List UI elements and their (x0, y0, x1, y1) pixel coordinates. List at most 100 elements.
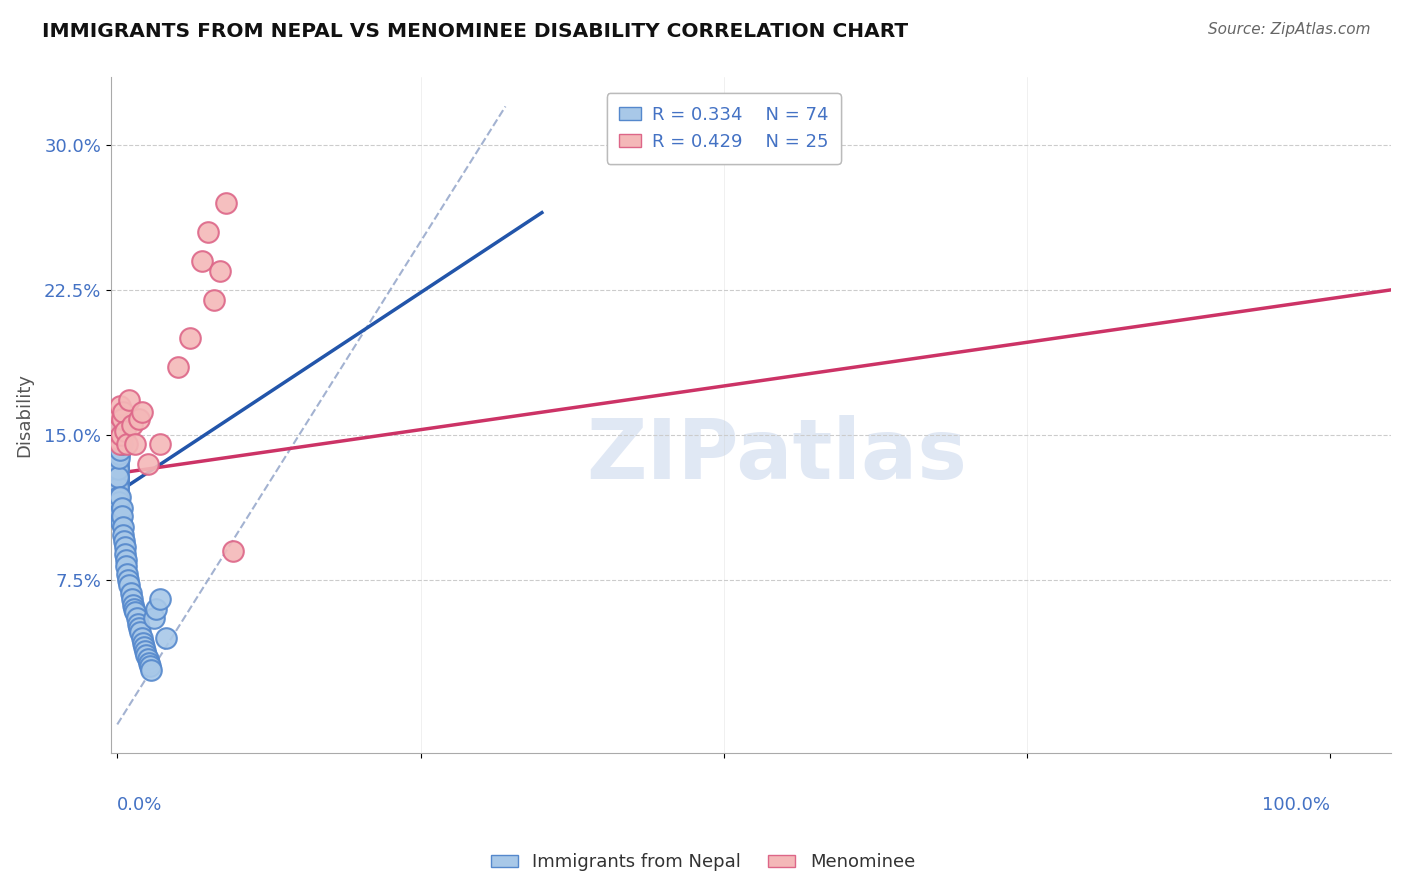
Point (112, 404, 135, 418)
Point (191, 254, 214, 268)
Point (110, 399, 132, 413)
Point (134, 644, 156, 658)
Point (107, 508, 129, 523)
Point (108, 450, 131, 465)
Point (111, 508, 134, 523)
Point (107, 432, 129, 446)
Point (110, 490, 132, 504)
Point (167, 360, 190, 375)
Point (221, 543, 243, 558)
Point (215, 196, 238, 211)
Point (107, 468, 129, 483)
Point (108, 495, 131, 509)
Point (107, 470, 129, 484)
Point (118, 578, 141, 592)
Point (107, 455, 129, 469)
Point (110, 501, 132, 516)
Point (107, 480, 129, 494)
Legend: Immigrants from Nepal, Menominee: Immigrants from Nepal, Menominee (484, 847, 922, 879)
Point (121, 591, 143, 606)
Point (107, 493, 129, 508)
Point (155, 631, 177, 645)
Point (120, 586, 142, 600)
Point (122, 601, 145, 615)
Point (124, 437, 146, 451)
Point (131, 404, 153, 418)
Point (179, 331, 201, 345)
Point (132, 636, 155, 650)
Point (107, 460, 129, 475)
Point (128, 621, 150, 635)
Point (107, 490, 129, 504)
Point (114, 424, 136, 438)
Point (107, 478, 129, 492)
Point (122, 598, 145, 612)
Point (114, 540, 136, 554)
Point (108, 443, 131, 458)
Point (107, 482, 129, 496)
Point (107, 495, 129, 509)
Point (107, 462, 129, 476)
Point (128, 412, 150, 426)
Point (107, 457, 129, 471)
Point (112, 533, 135, 548)
Point (107, 418, 129, 433)
Point (114, 553, 136, 567)
Point (115, 566, 138, 581)
Point (115, 559, 138, 574)
Point (139, 659, 162, 673)
Point (110, 432, 132, 446)
Point (105, 499, 128, 513)
Point (107, 474, 129, 488)
Point (105, 467, 128, 481)
Point (107, 447, 129, 461)
Point (108, 409, 131, 423)
Point (149, 437, 172, 451)
Point (121, 418, 143, 433)
Point (107, 472, 129, 486)
Point (124, 606, 146, 620)
Point (118, 392, 141, 407)
Point (108, 505, 131, 519)
Point (105, 483, 128, 498)
Point (107, 475, 129, 490)
Point (110, 427, 132, 442)
Point (136, 457, 159, 471)
Point (149, 591, 172, 606)
Point (107, 485, 129, 500)
Point (138, 656, 160, 670)
Point (125, 611, 148, 625)
Point (145, 601, 167, 615)
Point (141, 664, 163, 678)
Point (108, 437, 131, 451)
Point (107, 447, 129, 461)
Y-axis label: Disability: Disability (15, 374, 32, 458)
Point (110, 427, 132, 442)
Point (132, 640, 155, 655)
Point (107, 505, 129, 519)
Text: 0.0%: 0.0% (117, 796, 163, 814)
Point (135, 648, 157, 662)
Point (107, 470, 129, 484)
Point (131, 631, 153, 645)
Point (107, 450, 129, 465)
Point (108, 437, 131, 451)
Text: IMMIGRANTS FROM NEPAL VS MENOMINEE DISABILITY CORRELATION CHART: IMMIGRANTS FROM NEPAL VS MENOMINEE DISAB… (42, 22, 908, 41)
Point (107, 490, 129, 504)
Point (127, 617, 149, 632)
Point (202, 293, 225, 307)
Point (111, 412, 134, 426)
Point (110, 437, 132, 451)
Point (115, 437, 138, 451)
Point (136, 652, 159, 666)
Point (209, 263, 232, 277)
Point (105, 487, 128, 501)
Text: ZIPatlas: ZIPatlas (586, 416, 967, 497)
Point (129, 624, 152, 639)
Point (107, 501, 129, 516)
Legend: R = 0.334    N = 74, R = 0.429    N = 25: R = 0.334 N = 74, R = 0.429 N = 25 (606, 94, 841, 163)
Text: Source: ZipAtlas.com: Source: ZipAtlas.com (1208, 22, 1371, 37)
Point (107, 462, 129, 476)
Point (111, 520, 134, 534)
Text: 100.0%: 100.0% (1263, 796, 1330, 814)
